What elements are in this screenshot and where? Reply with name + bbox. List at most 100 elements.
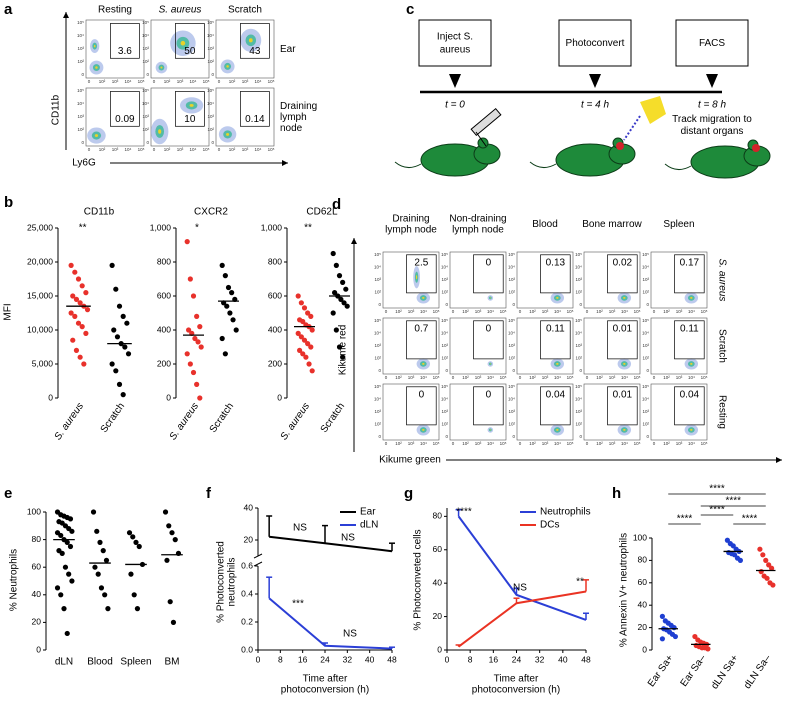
facs-x-tick: 10²	[229, 79, 236, 84]
facs-x-tick: 10²	[164, 147, 171, 152]
gate	[540, 254, 571, 294]
dot	[72, 313, 78, 319]
facs-y-tick: 10³	[441, 343, 448, 348]
dot	[195, 339, 201, 345]
x-tick-label: 8	[468, 654, 473, 664]
dot	[126, 530, 133, 536]
x-tick-label: 32	[343, 654, 353, 664]
facs-x-tick: 10⁴	[255, 147, 262, 152]
gate-value: 0.04	[680, 389, 700, 400]
facs-x-tick: 10⁵	[701, 375, 708, 380]
facs-x-tick: 10³	[475, 309, 482, 314]
facs-x-tick: 10⁵	[203, 147, 210, 152]
dot	[83, 290, 89, 296]
row-title: Ear	[280, 44, 296, 55]
dot	[333, 327, 339, 333]
axis-break	[253, 553, 263, 559]
category-label: Spleen	[120, 657, 151, 668]
y-tick-label: 20	[638, 622, 648, 632]
gate	[406, 254, 437, 294]
facs-x-tick: 10⁴	[487, 309, 494, 314]
ear-spot	[616, 142, 624, 150]
facs-y-tick: 10²	[508, 290, 515, 295]
facs-y-tick: 10²	[642, 356, 649, 361]
y-tick-label: 0	[36, 644, 41, 654]
facs-y-tick: 0	[579, 302, 582, 307]
facs-x-tick: 0	[519, 441, 522, 446]
dot	[295, 330, 301, 336]
facs-y-tick: 10²	[508, 356, 515, 361]
y-tick-label: 200	[157, 358, 171, 368]
dot	[308, 344, 314, 350]
facs-y-tick: 10³	[374, 343, 381, 348]
dot	[222, 273, 228, 279]
dot	[194, 313, 200, 319]
column-title: Blood	[532, 219, 558, 230]
legend-label: dLN	[360, 520, 378, 531]
facs-y-tick: 10²	[142, 127, 149, 132]
annotation: NS	[343, 629, 357, 640]
facs-x-tick: 10³	[242, 79, 249, 84]
dot	[73, 296, 80, 302]
row-title: Draining lymph node	[280, 101, 317, 134]
density-peak	[248, 38, 253, 43]
facs-x-tick: 10⁵	[567, 441, 574, 446]
density-peak	[226, 132, 230, 136]
density-peak	[95, 66, 98, 69]
series-line	[457, 590, 587, 648]
dot	[131, 592, 137, 598]
dot	[81, 361, 87, 367]
facs-y-tick: 10³	[142, 46, 149, 51]
gate	[110, 91, 140, 127]
row-title: S. aureus	[716, 259, 727, 302]
density-peak	[160, 66, 163, 69]
dot	[124, 320, 130, 326]
facs-x-tick: 10³	[542, 375, 549, 380]
facs-y-tick: 0	[146, 140, 149, 145]
facs-x-tick: 0	[586, 375, 589, 380]
legend-label: Ear	[360, 507, 376, 518]
facs-x-tick: 0	[653, 309, 656, 314]
row-title: Resting	[716, 395, 727, 429]
dot	[77, 354, 83, 360]
time-label: t = 4 h	[581, 100, 610, 111]
dot	[301, 305, 308, 311]
step-label: Inject S. aureus	[437, 31, 473, 55]
dot	[341, 300, 347, 306]
facs-y-tick: 0	[146, 72, 149, 77]
dot	[305, 341, 311, 347]
gate-value: 0.01	[613, 389, 633, 400]
series-line	[269, 535, 393, 553]
facs-x-tick: 10³	[242, 147, 249, 152]
facs-y-tick: 10³	[575, 409, 582, 414]
dot	[187, 276, 193, 282]
dot	[95, 571, 101, 577]
panel-label: g	[404, 485, 413, 502]
dot	[134, 606, 141, 612]
facs-plot	[449, 251, 507, 309]
column-title: Non-draining lymph node	[449, 213, 506, 235]
facs-x-tick: 10³	[609, 309, 616, 314]
facs-y-tick: 0	[579, 368, 582, 373]
dot	[308, 313, 314, 319]
facs-y-tick: 10⁵	[142, 20, 149, 25]
gate-value: 10	[184, 114, 196, 125]
facs-x-tick: 10³	[408, 375, 415, 380]
facs-x-tick: 10³	[609, 375, 616, 380]
facs-plot	[449, 317, 507, 375]
time-label: t = 0	[445, 100, 465, 111]
facs-y-tick: 10²	[441, 290, 448, 295]
dot	[300, 351, 306, 357]
facs-y-tick: 10⁴	[207, 101, 214, 106]
dot	[166, 523, 172, 529]
facs-x-tick: 10⁵	[500, 441, 507, 446]
y-tick-label: 100	[633, 532, 647, 542]
facs-y-tick: 10³	[642, 277, 649, 282]
y-tick-label: 800	[157, 256, 171, 266]
panel-label: c	[406, 1, 414, 18]
density-peak	[422, 428, 425, 431]
panel-label: e	[4, 485, 12, 502]
dot	[59, 550, 65, 557]
y-tick-label: 10,000	[27, 324, 53, 334]
